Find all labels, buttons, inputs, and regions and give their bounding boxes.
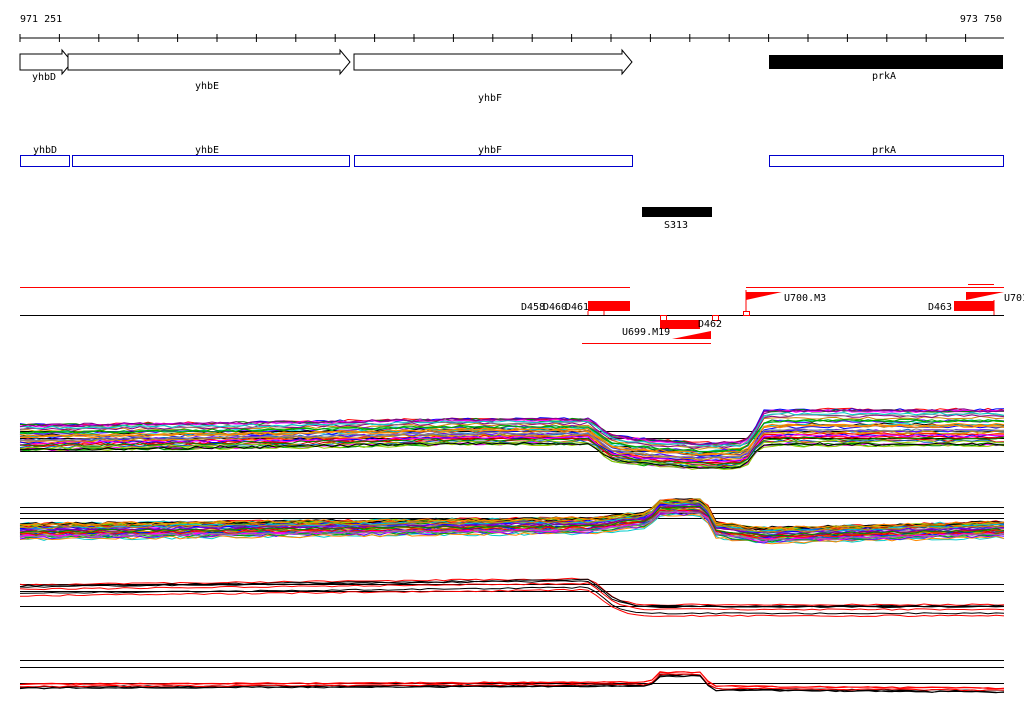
signal-line [19,510,1005,542]
ruler-start: 971 251 [20,14,62,25]
signal-line [20,588,1005,618]
signal-line [19,674,1005,693]
marker-flag [746,292,782,300]
gene-box-label: yhbF [478,145,502,156]
marker-label: D461 [565,302,589,313]
gene-arrow [353,48,633,76]
signal-line [19,433,1005,463]
signal-line [19,498,1005,530]
ruler-ticks [19,34,967,42]
gene-arrow [67,48,351,76]
signal-line [19,424,1005,456]
marker-block [954,301,994,311]
signal-line [19,436,1005,466]
gene-boxes [20,155,1004,167]
marker-label: D462 [698,319,722,330]
signal-line [19,505,1005,536]
signal-line [19,428,1005,460]
ruler-end: 973 750 [960,14,1002,25]
gene-arrows [19,48,633,76]
signal-line [19,578,1005,608]
marker-block [588,301,630,311]
marker-label: U701 [1004,293,1024,304]
marker-label: D463 [928,302,952,313]
signal-line [19,673,1005,692]
signal-tracks [19,407,1005,694]
signal-line [19,501,1005,533]
feature-block [642,207,712,217]
signal-line [19,582,1005,611]
signal-line [19,439,1005,468]
gene-box [354,155,633,167]
signal-line [19,511,1005,542]
marker-flag [672,331,711,339]
signal-line [19,671,1005,690]
signal-line [19,422,1005,456]
marker-box [712,315,719,321]
signal-line [19,425,1005,457]
gene-box-label: yhbE [195,145,219,156]
gene-box-label: prkA [872,145,896,156]
gene-label: yhbE [195,81,219,92]
gene-label: prkA [872,71,896,82]
marker-label: D458 [521,302,545,313]
signal-line [19,412,1005,448]
gene-block [769,55,1003,69]
gene-box [769,155,1004,167]
marker-box [660,315,667,321]
gene-label: yhbD [32,72,56,83]
signal-line [19,503,1005,534]
signal-line [19,433,1005,463]
signal-line [19,441,1005,469]
gene-label: yhbF [478,93,502,104]
signal-line [19,411,1005,448]
signal-line [19,430,1004,462]
marker-label: U700.M3 [784,293,826,304]
marker-block [660,320,700,329]
gene-box-label: yhbD [33,145,57,156]
marker-label: D460 [543,302,567,313]
feature-label: S313 [664,220,688,231]
gene-box [20,155,70,167]
signal-line [19,586,1005,615]
signal-line [19,513,1005,545]
signal-line [19,418,1005,453]
marker-flag [966,292,1004,300]
marker-label: U699.M19 [622,327,670,338]
signal-line [19,408,1005,445]
gene-arrow [19,48,73,76]
gene-box [72,155,350,167]
